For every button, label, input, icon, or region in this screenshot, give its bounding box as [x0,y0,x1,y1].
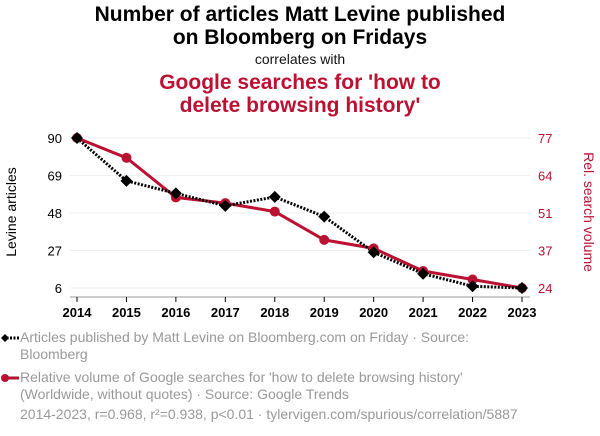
series1-point [466,280,479,293]
title-line-1: Number of articles Matt Levine published [94,3,506,26]
x-tick-label: 2020 [359,305,388,320]
series1-point [367,246,380,259]
y-axis-label-right: Rel. search volume [581,152,597,272]
dotted-diamond-line-icon [1,334,19,342]
legend-label-series2: Relative volume of Google searches for '… [20,369,463,402]
series2-line [76,136,523,290]
subtitle-line-2: delete browsing history' [179,94,421,117]
correlation-stats: 2014-2023, r=0.968, r²=0.938, p<0.01 · t… [20,406,518,422]
chart-area: 90 77 69 64 48 51 27 37 6 24 2014 2015 2016 2017 2018 2… [3,131,597,320]
x-tick-label: 2019 [310,305,339,320]
series1-point [169,187,182,200]
series2-point [319,234,330,245]
y-tick-label-left: 6 [55,281,62,296]
x-tick-label: 2018 [260,305,289,320]
series1-point [219,199,232,212]
chart-subtitle: Google searches for 'how to delete brows… [0,71,600,117]
series1-point [516,282,528,294]
legend-label-series1: Articles published by Matt Levine on Blo… [20,329,469,362]
legend-item-series1: Articles published by Matt Levine on Blo… [1,329,500,363]
connector-text: correlates with [254,51,346,67]
y-tick-label-right: 51 [538,206,552,221]
subtitle-line-1: Google searches for 'how to [159,71,441,94]
y-tick-label-right: 77 [538,131,552,146]
x-tick-label: 2017 [211,305,240,320]
y-axis-label-left: Levine articles [3,167,19,257]
series1-point [268,190,281,203]
y-tick-label-left: 48 [48,206,62,221]
series1-point [71,132,83,144]
title-line-2: on Bloomberg on Fridays [172,26,428,49]
x-tick-label: 2014 [63,305,93,320]
y-tick-label-left: 69 [48,169,62,184]
series1-point [120,174,133,187]
x-tick-label: 2015 [112,305,141,320]
series1-point [417,267,430,280]
solid-circle-line-icon [1,374,19,382]
x-tick-label: 2016 [161,305,190,320]
legend-item-series2: Relative volume of Google searches for '… [1,369,500,403]
y-tick-label-right: 24 [538,281,552,296]
series2-point [121,152,132,163]
series2-point [269,206,280,217]
series2-point [467,274,478,285]
x-tick-label: 2022 [458,305,487,320]
series1-line [76,136,523,290]
series1-point [318,210,331,223]
x-tick-label: 2021 [409,305,438,320]
y-tick-label-right: 64 [538,169,552,184]
x-tick-label: 2023 [508,305,537,320]
chart-title: Number of articles Matt Levine published… [0,3,600,49]
y-tick-label-left: 90 [48,131,62,146]
y-tick-label-left: 27 [48,244,62,259]
y-tick-label-right: 37 [538,244,552,259]
